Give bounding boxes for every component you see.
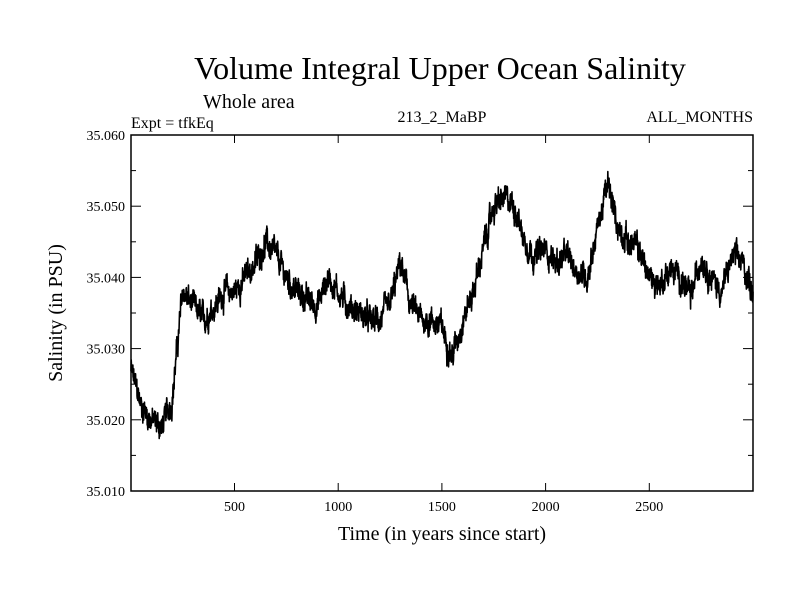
- y-tick-label: 35.010: [87, 485, 126, 500]
- series-layer: [130, 170, 754, 440]
- y-tick-label: 35.030: [87, 343, 126, 358]
- y-tick-label: 35.020: [87, 414, 126, 429]
- x-tick-label: 2500: [635, 500, 663, 515]
- chart-subtitle: Whole area: [203, 91, 295, 113]
- x-tick-label: 1500: [428, 500, 456, 515]
- x-axis: 500 1000 1500 2000 2500: [224, 135, 663, 515]
- expt-label: Expt = tfkEq: [131, 115, 214, 132]
- y-tick-label: 35.040: [87, 271, 126, 286]
- run-label: 213_2_MaBP: [398, 109, 487, 126]
- x-tick-label: 1000: [324, 500, 352, 515]
- y-tick-label: 35.060: [87, 129, 126, 144]
- salinity-series-line: [130, 170, 754, 440]
- y-axis: 35.010 35.020 35.030 35.040 35.050 35.060: [87, 129, 753, 500]
- y-tick-label: 35.050: [87, 200, 126, 215]
- x-axis-title: Time (in years since start): [338, 523, 546, 545]
- x-tick-label: 500: [224, 500, 245, 515]
- y-axis-title: Salinity (in PSU): [45, 244, 67, 382]
- chart-title: Volume Integral Upper Ocean Salinity: [194, 50, 686, 86]
- x-tick-label: 2000: [532, 500, 560, 515]
- months-label: ALL_MONTHS: [646, 109, 753, 126]
